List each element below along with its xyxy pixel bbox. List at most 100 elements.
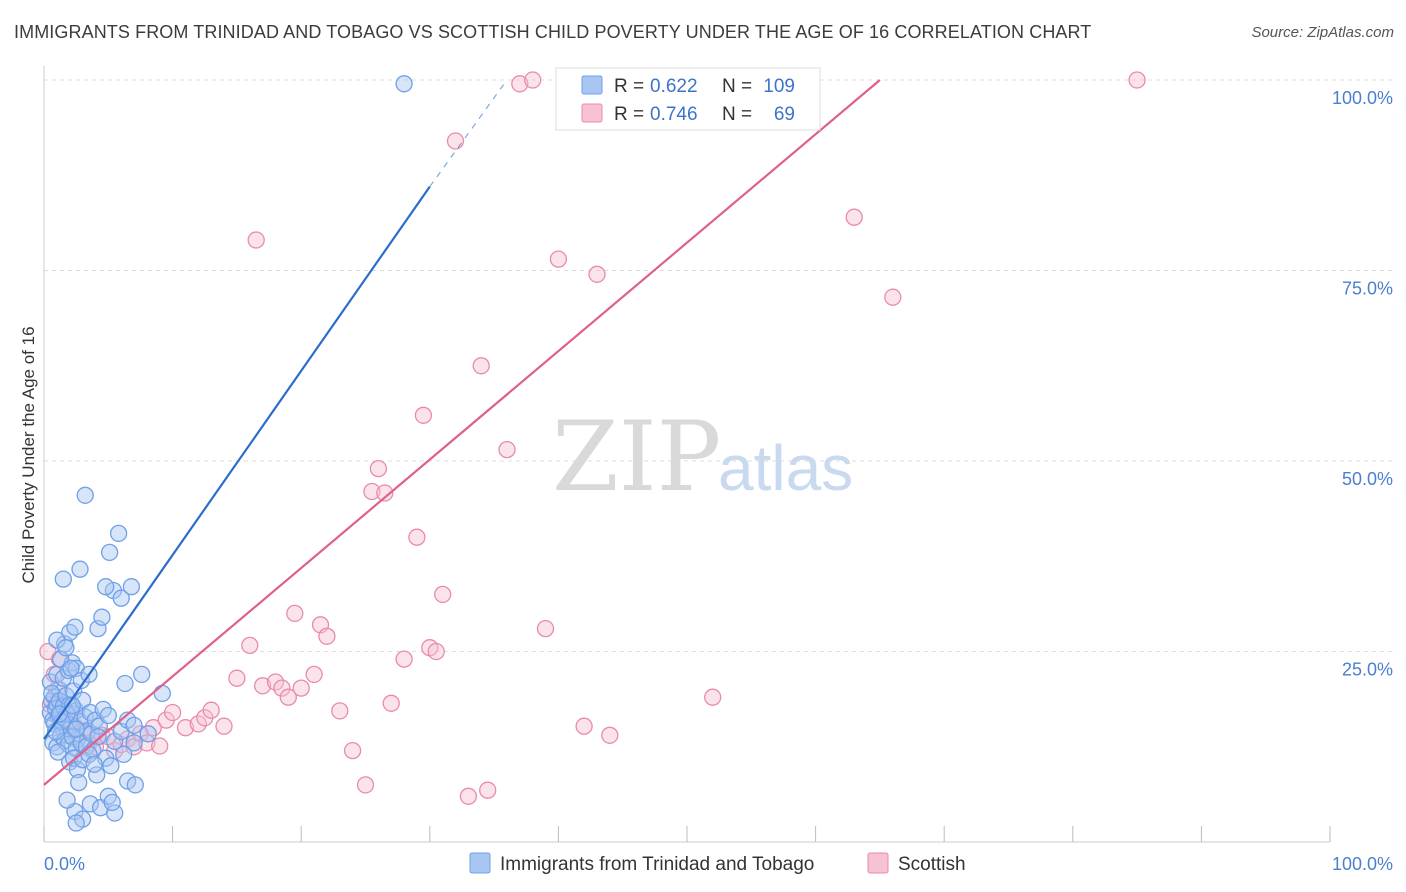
- legend-n-value-1: 109: [763, 76, 795, 97]
- scottish-point-45: [382, 694, 400, 712]
- scottish-point-67: [1128, 71, 1146, 89]
- y-tick-label-3: 100.0%: [1332, 88, 1393, 108]
- watermark-zip: ZIP: [552, 401, 721, 513]
- trinidad-point-98: [58, 791, 76, 809]
- trinidad-point-74: [122, 578, 141, 596]
- scottish-point-44: [376, 484, 394, 502]
- scottish-point-47: [408, 528, 426, 546]
- trinidad-point-78: [100, 543, 119, 562]
- trinidad-point-95: [106, 804, 124, 822]
- tick-labels: 25.0% 50.0% 75.0% 100.0% 0.0% 100.0%: [44, 88, 1393, 874]
- trinidad-point-88: [125, 734, 143, 752]
- legend-swatch-blue: [581, 75, 603, 95]
- scottish-point-22: [39, 642, 57, 661]
- legend-r-label-2: R =: [614, 104, 644, 125]
- scottish-point-17: [151, 737, 169, 755]
- scottish-point-43: [369, 459, 388, 478]
- grid: [44, 79, 1394, 652]
- scottish-point-65: [845, 208, 863, 226]
- trend-line-scottish: [43, 79, 881, 786]
- legend-r-value-1: 0.622: [650, 76, 698, 97]
- trinidad-point-97: [126, 776, 144, 794]
- scottish-point-38: [318, 627, 336, 645]
- y-tick-label-2: 75.0%: [1342, 279, 1393, 299]
- trinidad-point-101: [88, 766, 106, 784]
- scottish-point-64: [704, 688, 722, 706]
- scottish-point-27: [215, 717, 233, 735]
- x-tick-label-0: 0.0%: [44, 854, 85, 874]
- scottish-point-48: [414, 406, 433, 424]
- scottish-point-36: [305, 665, 323, 684]
- scottish-point-28: [228, 669, 246, 687]
- scottish-point-35: [292, 679, 310, 697]
- trinidad-point-107: [395, 75, 413, 93]
- trinidad-point-103: [70, 773, 88, 792]
- scottish-point-32: [273, 679, 291, 697]
- scottish-point-58: [524, 71, 542, 89]
- trinidad-point-87: [139, 725, 157, 743]
- y-tick-label-0: 25.0%: [1342, 660, 1393, 680]
- trend-lines: [43, 79, 881, 786]
- scottish-point-54: [472, 357, 490, 375]
- bottom-legend-swatch-pink: [867, 852, 889, 874]
- legend-n-label-2: N =: [722, 104, 752, 125]
- trend-line-trinidad-extension: [429, 79, 508, 188]
- bottom-legend-label-1: Immigrants from Trinidad and Tobago: [500, 854, 814, 875]
- trinidad-point-43: [99, 706, 117, 725]
- scottish-point-59: [536, 619, 555, 638]
- scottish-point-57: [511, 75, 529, 93]
- trend-line-trinidad: [43, 186, 431, 740]
- bottom-legend-swatch-blue: [469, 852, 491, 874]
- scottish-point-53: [459, 787, 478, 805]
- scottish-point-61: [575, 717, 593, 735]
- scottish-point-63: [601, 726, 619, 744]
- scottish-point-41: [356, 776, 375, 794]
- trinidad-point-71: [93, 608, 111, 626]
- series-trinidad-tobago: [41, 75, 413, 832]
- trinidad-point-79: [109, 524, 128, 543]
- scottish-point-29: [241, 636, 259, 655]
- trinidad-point-82: [57, 639, 75, 657]
- source-label: Source: ZipAtlas.com: [1251, 24, 1394, 41]
- trinidad-point-104: [49, 743, 67, 761]
- scottish-point-62: [588, 265, 606, 283]
- trinidad-point-73: [112, 589, 130, 607]
- scottish-point-42: [363, 482, 381, 501]
- scottish-point-56: [498, 440, 516, 459]
- trinidad-point-92: [81, 795, 99, 813]
- trinidad-point-26: [73, 691, 92, 709]
- scottish-point-66: [884, 288, 902, 306]
- y-tick-label-1: 50.0%: [1342, 469, 1393, 489]
- bottom-legend-label-2: Scottish: [898, 854, 966, 875]
- trinidad-point-44: [106, 732, 124, 751]
- trinidad-point-52: [68, 760, 87, 779]
- trinidad-point-84: [116, 674, 134, 693]
- scottish-point-46: [395, 650, 413, 668]
- scottish-point-40: [343, 741, 362, 760]
- watermark-atlas: atlas: [718, 432, 853, 504]
- scottish-point-31: [266, 673, 285, 691]
- x-tick-label-1: 100.0%: [1332, 854, 1393, 874]
- scottish-point-23: [176, 719, 195, 737]
- scottish-point-60: [549, 250, 568, 268]
- trinidad-point-100: [103, 793, 121, 812]
- trinidad-point-80: [76, 486, 94, 504]
- trinidad-point-77: [71, 560, 89, 578]
- legend: R = 0.622 N = 109 R = 0.746 N = 69: [555, 67, 821, 131]
- trinidad-point-86: [153, 684, 171, 703]
- chart-title: IMMIGRANTS FROM TRINIDAD AND TOBAGO VS S…: [14, 22, 1092, 42]
- scottish-point-26: [202, 701, 220, 719]
- scottish-point-55: [479, 781, 497, 799]
- trinidad-point-89: [115, 745, 133, 764]
- scottish-point-50: [427, 642, 445, 661]
- scottish-point-30: [253, 677, 272, 695]
- scottish-point-68: [247, 231, 265, 249]
- scottish-point-34: [286, 604, 304, 623]
- trinidad-point-99: [67, 814, 85, 832]
- trinidad-point-102: [85, 755, 103, 773]
- trinidad-point-47: [125, 716, 143, 735]
- trinidad-point-83: [62, 659, 80, 677]
- trinidad-point-57: [67, 720, 85, 738]
- legend-r-value-2: 0.746: [650, 104, 698, 125]
- trinidad-point-85: [133, 665, 151, 684]
